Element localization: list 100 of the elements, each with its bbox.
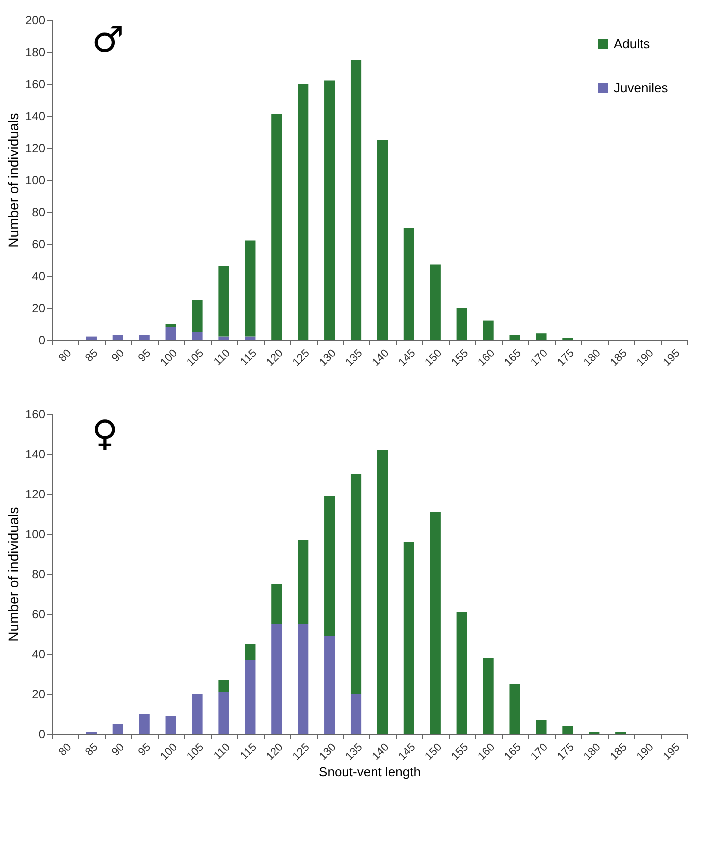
bar (166, 324, 176, 328)
y-tick-label: 180 (25, 46, 46, 60)
x-tick-label: 185 (608, 742, 630, 763)
bar (272, 114, 282, 340)
bar (272, 624, 282, 734)
x-tick-label: 115 (238, 348, 260, 368)
x-tick-label: 80 (57, 742, 74, 759)
bar (324, 80, 336, 340)
x-tick-label: 140 (370, 742, 392, 763)
y-axis-title: Number of individuals (5, 113, 22, 248)
y-tick-label: 120 (25, 488, 46, 502)
y-tick-label: 200 (25, 14, 46, 28)
bar (298, 84, 309, 340)
y-tick-label: 80 (32, 206, 46, 220)
x-tick-label: 170 (528, 348, 550, 369)
x-tick-label: 140 (370, 348, 392, 369)
x-tick-label: 145 (396, 348, 418, 369)
y-tick-label: 20 (32, 688, 46, 702)
bar (245, 644, 256, 660)
y-tick-label: 40 (32, 270, 46, 284)
y-tick-label: 20 (32, 302, 46, 316)
x-tick-label: 95 (136, 742, 154, 759)
x-tick-label: 85 (84, 348, 101, 365)
bar (456, 612, 468, 734)
x-tick-label: 100 (158, 742, 180, 763)
bar (404, 542, 414, 734)
x-tick-label: 135 (344, 348, 366, 369)
bar (192, 300, 203, 332)
bar (350, 60, 362, 340)
bar (324, 636, 336, 734)
x-tick-label: 105 (185, 742, 207, 763)
bar (350, 474, 362, 694)
x-tick-label: 125 (290, 348, 312, 369)
x-tick-label: 160 (476, 742, 498, 763)
x-tick-label: 160 (476, 348, 498, 369)
x-tick-label: 130 (317, 742, 339, 763)
y-tick-label: 160 (25, 408, 46, 422)
bar (139, 714, 150, 734)
bar (536, 334, 547, 340)
bar (404, 228, 414, 340)
x-tick-label: 165 (502, 742, 524, 763)
x-tick-label: 100 (158, 348, 180, 369)
x-tick-label: 155 (450, 742, 472, 763)
y-tick-label: 120 (25, 142, 46, 156)
bar (218, 336, 230, 340)
y-tick-label: 140 (25, 448, 46, 462)
bar (245, 240, 256, 337)
bar (192, 332, 203, 340)
bar (324, 496, 336, 636)
x-tick-label: 195 (661, 348, 683, 369)
x-tick-label: 135 (344, 742, 366, 763)
bar (218, 692, 230, 734)
y-tick-label: 100 (25, 528, 46, 542)
annotation: ♀ (92, 414, 118, 455)
legend-label: Adults (614, 36, 651, 52)
bar (298, 540, 309, 624)
bar (86, 336, 97, 340)
bar (430, 512, 441, 734)
y-tick-label: 40 (32, 648, 46, 662)
x-tick-label: 175 (555, 348, 577, 369)
x-tick-label: 105 (185, 348, 207, 369)
bar (245, 336, 256, 340)
annotation: ♂ (92, 20, 124, 61)
y-axis-title: Number of individuals (5, 507, 22, 642)
y-tick-label: 0 (38, 334, 46, 348)
x-tick-label: 110 (212, 742, 233, 762)
x-tick-label: 185 (608, 348, 630, 369)
bar (218, 680, 230, 692)
x-tick-label: 155 (450, 348, 472, 369)
x-tick-label: 130 (317, 348, 339, 369)
y-tick-label: 60 (32, 608, 46, 622)
bar (139, 335, 150, 340)
bar (377, 450, 388, 734)
x-tick-label: 115 (238, 742, 260, 762)
bar (377, 140, 388, 340)
x-tick-label: 170 (528, 742, 550, 763)
bar (112, 724, 124, 734)
x-tick-label: 190 (634, 348, 656, 369)
x-tick-label: 190 (634, 742, 656, 763)
y-tick-label: 160 (25, 78, 46, 92)
x-tick-label: 90 (110, 348, 128, 365)
bar (510, 335, 520, 340)
y-tick-label: 100 (25, 174, 46, 188)
x-tick-label: 180 (582, 742, 604, 763)
x-tick-label: 90 (110, 742, 128, 759)
y-tick-label: 60 (32, 238, 46, 252)
bar (430, 264, 441, 340)
bar (456, 308, 468, 340)
x-tick-label: 150 (423, 742, 445, 763)
x-tick-label: 120 (264, 348, 286, 369)
x-tick-label: 95 (136, 348, 154, 365)
x-tick-label: 85 (84, 742, 101, 759)
x-tick-label: 110 (212, 348, 233, 368)
bar (245, 660, 256, 734)
bar (536, 720, 547, 734)
bar (166, 716, 176, 734)
y-tick-label: 140 (25, 110, 46, 124)
legend-label: Juveniles (614, 80, 669, 96)
bar (510, 684, 520, 734)
bar (192, 694, 203, 734)
